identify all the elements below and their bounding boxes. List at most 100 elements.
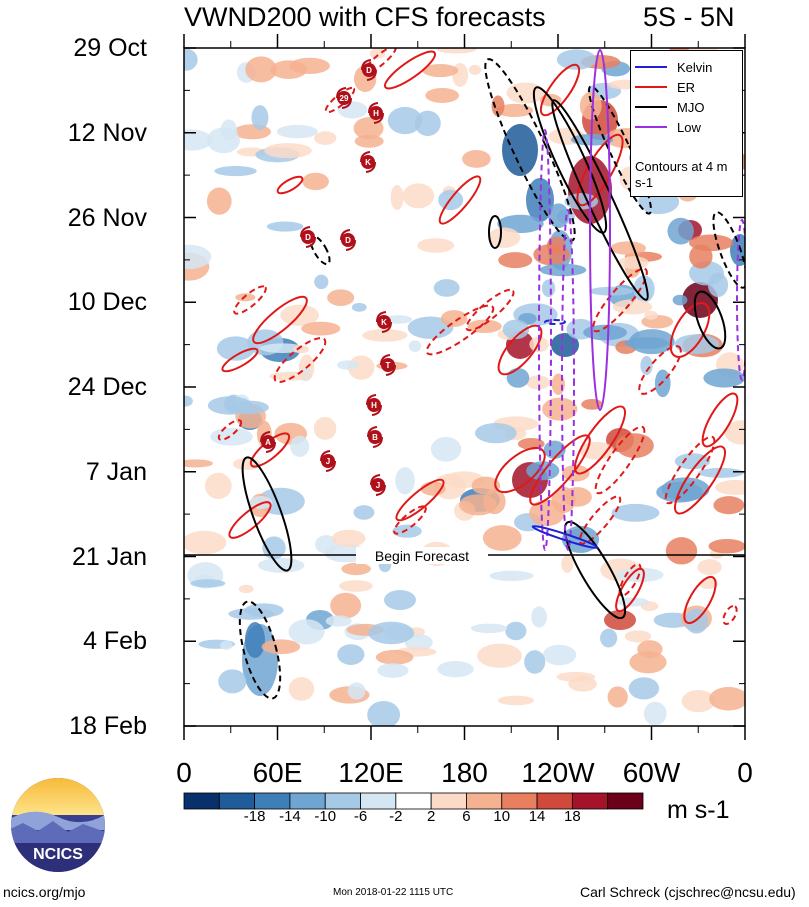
er-contour (615, 567, 645, 613)
tropical-cyclone-icon: A (260, 431, 276, 453)
tropical-cyclone-icon: K (376, 311, 392, 333)
field-anomaly (207, 396, 253, 415)
forecast-label-bg (356, 547, 488, 564)
field-anomaly (667, 217, 694, 245)
field-anomaly (526, 375, 550, 390)
field-anomaly (184, 129, 213, 151)
field-anomaly (387, 106, 423, 135)
field-anomaly (483, 488, 506, 515)
mjo-contour-negative (238, 600, 282, 700)
colorbar-swatch (218, 792, 256, 810)
field-anomaly (314, 131, 337, 145)
field-anomaly (251, 105, 269, 130)
tropical-cyclone-icon: D (300, 226, 316, 248)
low-contour-negative (561, 209, 575, 551)
storm-label: T (386, 361, 391, 370)
storm-label: A (265, 438, 271, 447)
field-anomaly (258, 557, 305, 573)
legend-entry: Kelvin (635, 59, 712, 75)
field-anomaly (262, 536, 286, 560)
colorbar-swatch (466, 792, 503, 810)
footer-author: Carl Schreck (cjschrec@ncsu.edu) (580, 884, 796, 900)
footer-site: ncics.org/mjo (3, 884, 86, 900)
field-anomaly (220, 119, 238, 141)
field-anomaly (531, 606, 547, 628)
field-anomaly (204, 472, 232, 500)
colorbar-swatch (324, 792, 361, 810)
field-anomaly (425, 87, 460, 104)
y-tick-label: 4 Feb (83, 627, 147, 656)
kelvin-contour (531, 525, 599, 549)
ncics-logo: NCICS (11, 778, 105, 872)
field-anomaly (390, 185, 404, 210)
field-anomaly (375, 649, 414, 665)
low-contour-negative (736, 219, 745, 381)
field-anomaly (292, 345, 309, 354)
er-contour (221, 347, 259, 373)
colorbar-swatch (254, 792, 291, 810)
tropical-cyclone-icon: J (320, 450, 336, 472)
field-anomaly (524, 650, 546, 674)
field-anomaly (689, 244, 713, 269)
colorbar-swatch (501, 792, 538, 810)
field-anomaly (369, 48, 386, 59)
colorbar-label: -14 (279, 808, 301, 825)
field-anomaly (707, 272, 729, 298)
x-tick-label: 60E (252, 757, 303, 788)
latitude-band-label: 5S - 5N (643, 2, 735, 32)
field-anomaly (266, 221, 304, 232)
x-tick-label: 0 (737, 757, 753, 788)
field-anomaly (290, 435, 310, 457)
field-anomaly (644, 310, 658, 320)
field-anomaly (302, 172, 329, 191)
field-anomaly (313, 416, 337, 440)
field-anomaly (367, 701, 401, 726)
er-contour (539, 63, 581, 117)
field-anomaly (709, 686, 745, 711)
er-contour (252, 295, 308, 345)
field-anomaly (245, 622, 265, 658)
field-anomaly (402, 183, 435, 209)
forecast-label: Begin Forecast (375, 548, 469, 564)
field-anomaly (491, 95, 505, 117)
field-anomaly (604, 610, 636, 630)
field-anomaly (433, 279, 460, 297)
field-anomaly (581, 399, 603, 410)
field-anomaly (713, 496, 745, 515)
field-anomaly (643, 701, 667, 726)
mjo-contour (241, 456, 293, 572)
field-anomaly (610, 241, 646, 255)
field-anomaly (542, 644, 577, 666)
colorbar-label: -10 (314, 808, 337, 825)
storm-label: B (372, 433, 378, 442)
colorbar-label: 6 (462, 808, 471, 825)
field-anomaly (220, 640, 233, 650)
field-anomaly (417, 238, 455, 253)
field-anomaly (238, 584, 254, 594)
tropical-cyclone-icon: H (368, 102, 384, 124)
field-anomaly (395, 467, 415, 495)
field-anomaly (270, 60, 307, 79)
field-anomaly (384, 590, 416, 610)
legend-swatch (635, 66, 667, 68)
field-anomaly (228, 608, 275, 620)
field-anomaly (517, 437, 545, 450)
field-anomaly (214, 166, 257, 177)
field-anomaly (184, 244, 212, 270)
storm-label: J (376, 481, 380, 490)
field-anomaly (325, 615, 352, 627)
logo-text: NCICS (33, 846, 83, 863)
footer-timestamp: Mon 2018-01-22 1115 UTC (333, 887, 454, 898)
field-anomaly (640, 355, 653, 376)
field-anomaly (502, 124, 538, 176)
legend-label: ER (677, 79, 696, 95)
field-anomaly (353, 505, 375, 520)
field-anomaly (556, 49, 597, 70)
er-contour (438, 175, 482, 225)
field-anomaly (404, 634, 433, 651)
field-anomaly (347, 682, 366, 700)
field-anomaly (470, 623, 508, 634)
colorbar-swatch (571, 792, 609, 810)
field-anomaly (497, 695, 534, 706)
er-contour-negative (273, 337, 327, 383)
